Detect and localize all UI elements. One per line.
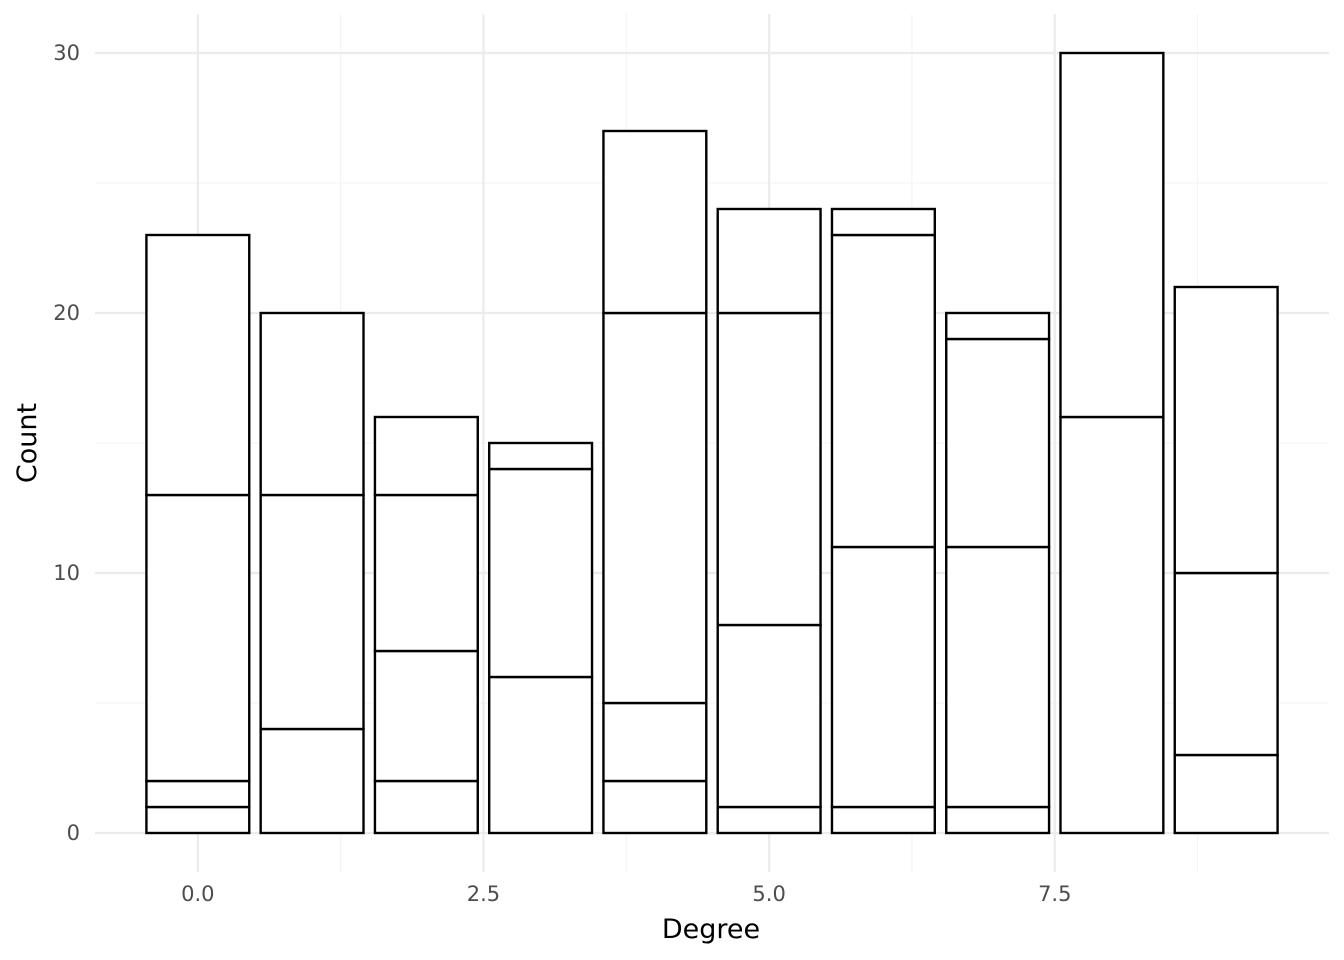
bar-segment (602, 129, 708, 315)
bar-segment (1059, 51, 1165, 419)
bar-segment (602, 311, 708, 705)
bar-segment (145, 805, 251, 835)
bar-stack (145, 233, 251, 835)
bars-layer (145, 51, 1279, 835)
x-axis-ticks: 0.0 2.5 5.0 7.5 (181, 882, 1071, 906)
bar-stack (1059, 51, 1165, 835)
bar-stack (830, 207, 937, 835)
bar-segment (373, 415, 479, 497)
bar-segment (259, 727, 365, 835)
bar-segment (945, 311, 1051, 341)
bar-segment (945, 337, 1051, 549)
y-tick-label: 0 (67, 821, 80, 845)
bar-segment (487, 441, 594, 471)
x-tick-label: 7.5 (1038, 882, 1071, 906)
bar-stack (259, 311, 365, 835)
y-axis-title: Count (12, 403, 43, 483)
bar-stack (602, 129, 708, 835)
bar-stack (945, 311, 1051, 835)
bar-segment (373, 649, 479, 783)
bar-stack (716, 207, 822, 835)
bar-segment (716, 805, 822, 835)
x-axis-title: Degree (662, 914, 760, 945)
bar-segment (145, 493, 251, 783)
bar-segment (259, 493, 365, 731)
bar-segment (1059, 415, 1165, 835)
bar-segment (373, 493, 479, 653)
bar-segment (830, 545, 937, 809)
bar-segment (830, 207, 937, 237)
bar-segment (373, 779, 479, 835)
y-axis-ticks: 0 10 20 30 (53, 41, 80, 845)
bar-stack (1173, 285, 1279, 835)
bar-segment (830, 805, 937, 835)
bar-segment (487, 675, 594, 835)
bar-segment (945, 545, 1051, 809)
bar-segment (1173, 753, 1279, 835)
x-tick-label: 2.5 (467, 882, 500, 906)
x-tick-label: 5.0 (752, 882, 785, 906)
bar-segment (1173, 285, 1279, 575)
bar-stack (487, 441, 594, 835)
bar-segment (945, 805, 1051, 835)
y-tick-label: 20 (53, 301, 80, 325)
bar-segment (716, 623, 822, 809)
y-tick-label: 10 (53, 561, 80, 585)
bar-segment (145, 233, 251, 497)
bar-segment (830, 233, 937, 549)
bar-segment (1173, 571, 1279, 757)
x-tick-label: 0.0 (181, 882, 214, 906)
bar-stack (373, 415, 479, 835)
bar-segment (602, 701, 708, 783)
bar-segment (716, 207, 822, 315)
bar-segment (487, 467, 594, 679)
bar-segment (145, 779, 251, 809)
bar-segment (259, 311, 365, 497)
y-tick-label: 30 (53, 41, 80, 65)
bar-segment (716, 311, 822, 627)
bar-segment (602, 779, 708, 835)
